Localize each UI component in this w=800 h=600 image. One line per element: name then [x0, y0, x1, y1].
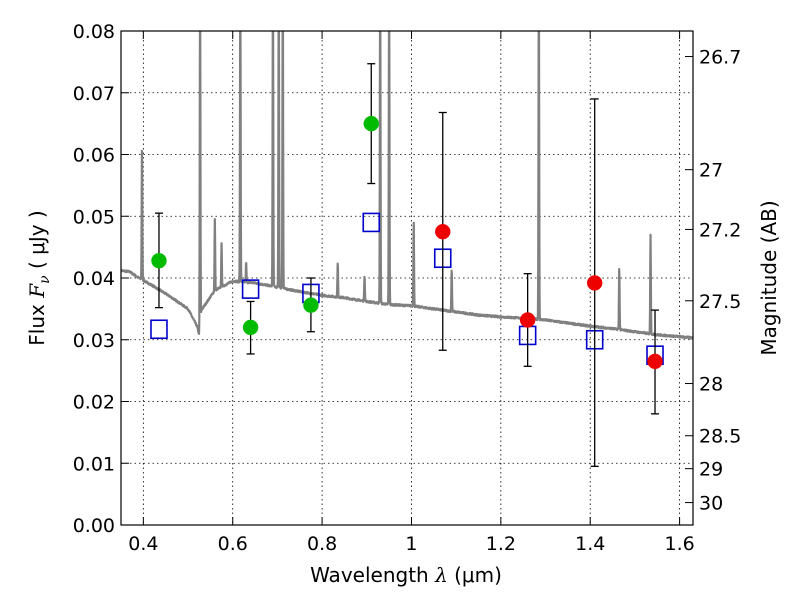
y-axis-label: Flux Fν ( μJy ) [25, 210, 53, 345]
y-tick-label: 0.03 [73, 330, 115, 352]
data-markers [150, 63, 664, 467]
x-tick-label: 1.2 [486, 533, 516, 555]
model-square-marker [150, 319, 168, 340]
optical-data-point [363, 115, 379, 132]
y-tick-label: 0.04 [73, 268, 115, 290]
y-tick-label: 0.02 [73, 392, 115, 414]
y2-axis-label: Magnitude (AB) [757, 200, 781, 355]
y-tick-label: 0.08 [73, 21, 115, 43]
spectrum-line [121, 31, 693, 340]
x-tick-label: 0.4 [128, 533, 158, 555]
model-square-marker [241, 279, 260, 299]
x-tick-label: 0.8 [307, 533, 337, 555]
grid [121, 31, 693, 525]
y2-tick-label: 27 [699, 160, 723, 182]
y-tick-label: 0.06 [73, 145, 115, 167]
model-square-marker [362, 212, 381, 233]
optical-data-point [151, 252, 167, 269]
x-axis-label: Wavelength λ (μm) [310, 563, 502, 587]
y-tick-label: 0.01 [73, 453, 115, 475]
y2-tick-label: 30 [699, 493, 723, 515]
nir-data-point [586, 275, 603, 291]
x-tick-label: 1 [405, 533, 417, 555]
y-tick-label: 0.00 [73, 515, 115, 537]
y-tick-label: 0.05 [73, 206, 115, 228]
model-spectrum [121, 31, 693, 340]
optical-data-point [242, 319, 259, 336]
nir-data-point [647, 353, 663, 370]
y2-tick-label: 28 [699, 374, 723, 396]
x-tick-label: 1.4 [575, 533, 605, 555]
x-tick-label: 0.6 [218, 533, 248, 555]
axis-ticks: 0.4 0.6 0.8 1 1.2 1.4 1.6 0.00 0.01 0.02 0.03 0.04 0… [73, 21, 742, 555]
nir-data-point [519, 312, 536, 328]
y2-tick-label: 27.5 [699, 291, 741, 313]
y2-tick-label: 29 [699, 459, 723, 481]
y2-tick-label: 26.7 [699, 47, 741, 69]
y2-tick-label: 27.2 [699, 219, 741, 241]
nir-data-point [435, 223, 451, 240]
x-tick-label: 1.6 [664, 533, 694, 555]
optical-data-point [303, 297, 319, 313]
y2-tick-label: 28.5 [699, 426, 741, 448]
y-tick-label: 0.07 [73, 83, 115, 105]
